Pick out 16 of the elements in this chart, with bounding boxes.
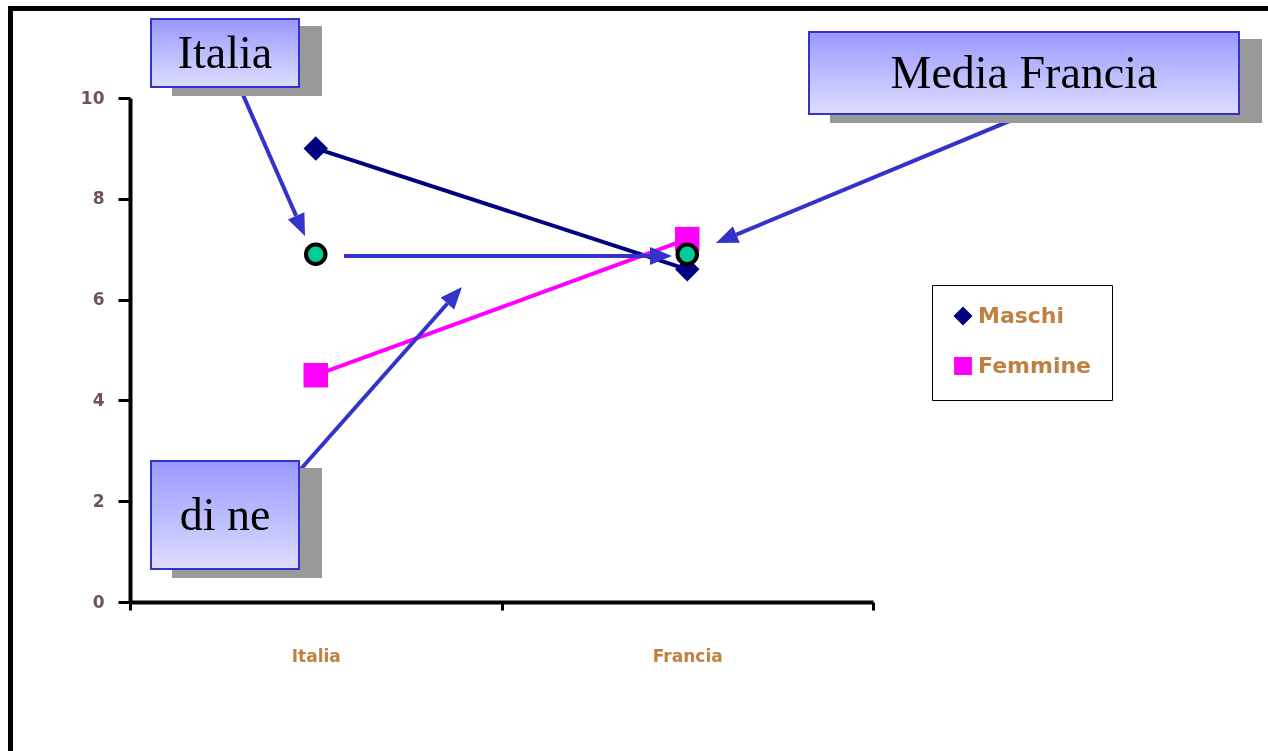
y-tick-label: 6 (92, 289, 105, 310)
y-tick-label: 10 (80, 87, 105, 108)
y-tick-label: 0 (92, 591, 105, 612)
legend-label: Maschi (978, 303, 1065, 328)
x-tick-label: Francia (652, 645, 723, 666)
point (303, 136, 328, 161)
y-tick-label: 8 (92, 188, 105, 209)
annotation: di ne (179, 488, 271, 541)
point (675, 242, 699, 266)
y-tick-label: 2 (92, 490, 105, 511)
point (303, 362, 328, 388)
legend-label: Femmine (978, 353, 1092, 378)
text: Media Francia (890, 46, 1158, 99)
text: Italia (177, 26, 273, 79)
y-tick-label: 4 (92, 389, 105, 410)
point (304, 242, 328, 266)
